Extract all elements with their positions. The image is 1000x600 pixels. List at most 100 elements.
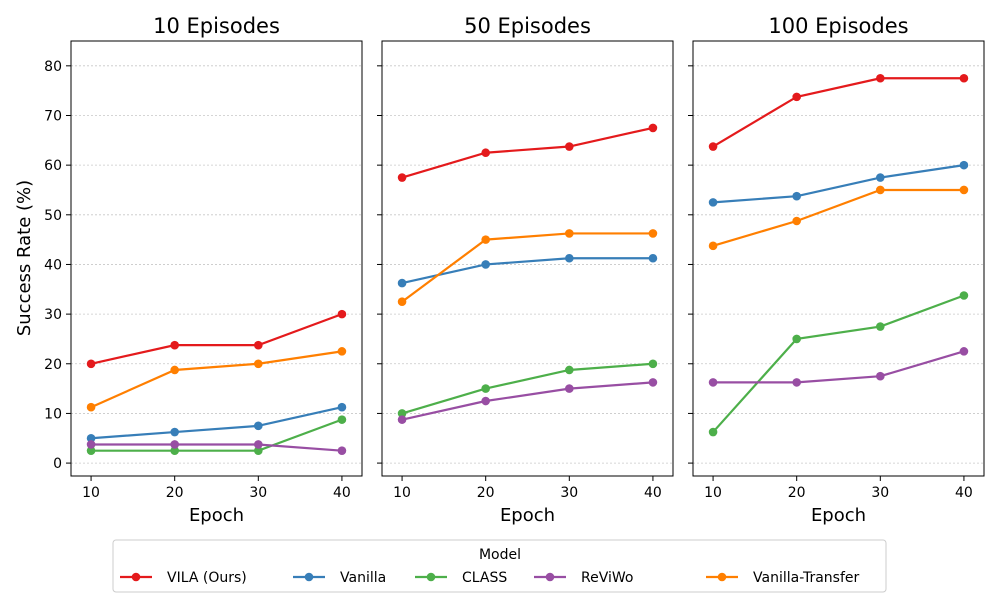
series-line-class	[91, 418, 343, 452]
data-point-reviwo	[170, 440, 179, 449]
data-point-vanilla-transfer	[876, 185, 885, 195]
series-line-vila-ours	[712, 77, 964, 148]
legend-marker	[545, 572, 555, 582]
legend-marker	[717, 572, 727, 582]
y-tick-label: 50	[44, 208, 62, 224]
x-tick-label: 10	[704, 485, 722, 501]
legend-label: CLASS	[462, 570, 507, 586]
panel-2: 10 20 30 40 50 Episodes Epoch	[377, 14, 674, 526]
data-point-vanilla	[170, 427, 179, 437]
data-point-vanilla	[876, 173, 885, 182]
x-tick-label: 30	[560, 485, 578, 501]
data-point-vila-ours	[481, 148, 490, 158]
data-point-class	[648, 359, 658, 369]
panel-title: 50 Episodes	[464, 14, 591, 38]
series-line-vila-ours	[90, 313, 343, 365]
data-point-vila-ours	[959, 73, 969, 83]
data-point-vanilla	[959, 160, 969, 170]
x-tick-label: 40	[333, 485, 351, 501]
series-line-class	[401, 362, 654, 415]
x-tick-label: 40	[644, 485, 662, 501]
series-line-class	[712, 294, 965, 433]
data-point-vanilla	[792, 191, 801, 201]
data-point-reviwo	[397, 415, 407, 424]
data-point-vila-ours	[565, 142, 574, 151]
data-point-vanilla-transfer	[170, 365, 179, 375]
y-tick-label: 80	[44, 59, 62, 75]
data-point-vanilla-transfer	[337, 347, 347, 356]
y-tick-label: 20	[44, 357, 62, 373]
data-point-reviwo	[86, 440, 96, 449]
y-tick-label: 10	[44, 406, 62, 422]
data-point-class	[254, 446, 263, 455]
panel-1: 0 10 20 30 40 50 60 70 80 10 20 30 40 10 Episodes Epoc…	[44, 14, 363, 526]
x-tick-label: 20	[788, 485, 806, 501]
series-line-vanilla	[401, 257, 653, 285]
series-line-vanilla-transfer	[90, 350, 343, 409]
legend-marker	[426, 572, 436, 582]
plot-frame	[70, 40, 363, 477]
series-line-reviwo	[713, 350, 965, 384]
data-point-vanilla-transfer	[792, 216, 801, 226]
x-axis-label: Epoch	[500, 505, 555, 526]
data-point-reviwo	[648, 378, 658, 387]
panel-title: 10 Episodes	[153, 14, 280, 38]
data-point-vanilla-transfer	[648, 229, 658, 238]
series-line-vanilla-transfer	[401, 232, 653, 303]
y-tick-label: 30	[44, 307, 62, 323]
data-point-vila-ours	[397, 173, 407, 182]
data-point-vila-ours	[170, 340, 179, 350]
x-tick-label: 30	[871, 485, 889, 501]
data-point-vanilla-transfer	[254, 359, 263, 369]
data-point-vanilla-transfer	[565, 229, 574, 238]
data-point-vanilla-transfer	[86, 402, 96, 412]
x-tick-label: 20	[477, 485, 495, 501]
x-tick-label: 30	[249, 485, 267, 501]
y-axis-label: Success Rate (%)	[14, 180, 35, 336]
data-point-vanilla-transfer	[708, 241, 718, 251]
data-point-class	[481, 384, 490, 393]
data-point-class	[337, 415, 347, 424]
data-point-vila-ours	[648, 123, 658, 133]
data-point-vila-ours	[254, 340, 263, 350]
data-point-reviwo	[708, 378, 718, 387]
x-tick-label: 10	[82, 485, 100, 501]
data-point-vila-ours	[86, 359, 96, 369]
legend-label: Vanilla	[340, 570, 386, 586]
data-point-vila-ours	[708, 142, 718, 151]
plot-frame	[381, 40, 674, 477]
data-point-vanilla	[397, 278, 407, 288]
data-point-reviwo	[876, 371, 885, 381]
panel-title: 100 Episodes	[768, 14, 908, 38]
data-point-class	[876, 322, 885, 331]
data-point-vanilla-transfer	[959, 185, 969, 195]
data-point-vila-ours	[337, 309, 347, 319]
series-line-vanilla	[712, 164, 965, 204]
data-point-class	[565, 365, 574, 375]
data-point-class	[170, 446, 179, 455]
y-tick-label: 40	[44, 257, 62, 273]
legend-title: Model	[479, 547, 521, 563]
legend-label: Vanilla-Transfer	[753, 570, 859, 586]
series-line-vanilla	[90, 406, 343, 440]
legend-marker	[131, 572, 141, 582]
series-line-reviwo	[401, 381, 654, 421]
legend-marker	[304, 572, 314, 582]
y-tick-label: 70	[44, 108, 62, 124]
data-point-class	[397, 409, 407, 418]
data-point-reviwo	[959, 347, 969, 356]
y-tick-label: 0	[53, 456, 62, 472]
plot-frame	[692, 40, 985, 477]
data-point-reviwo	[481, 396, 490, 406]
data-point-vanilla	[86, 433, 96, 443]
data-point-vanilla-transfer	[481, 235, 490, 244]
panel-3: 10 20 30 40 100 Episodes Epoch	[688, 14, 985, 526]
legend-label: VILA (Ours)	[167, 570, 247, 586]
data-point-reviwo	[337, 446, 347, 455]
data-point-reviwo	[792, 378, 801, 387]
x-tick-label: 40	[955, 485, 973, 501]
data-point-vila-ours	[876, 73, 885, 83]
data-point-vanilla	[481, 260, 490, 269]
series-line-vila-ours	[401, 126, 654, 179]
